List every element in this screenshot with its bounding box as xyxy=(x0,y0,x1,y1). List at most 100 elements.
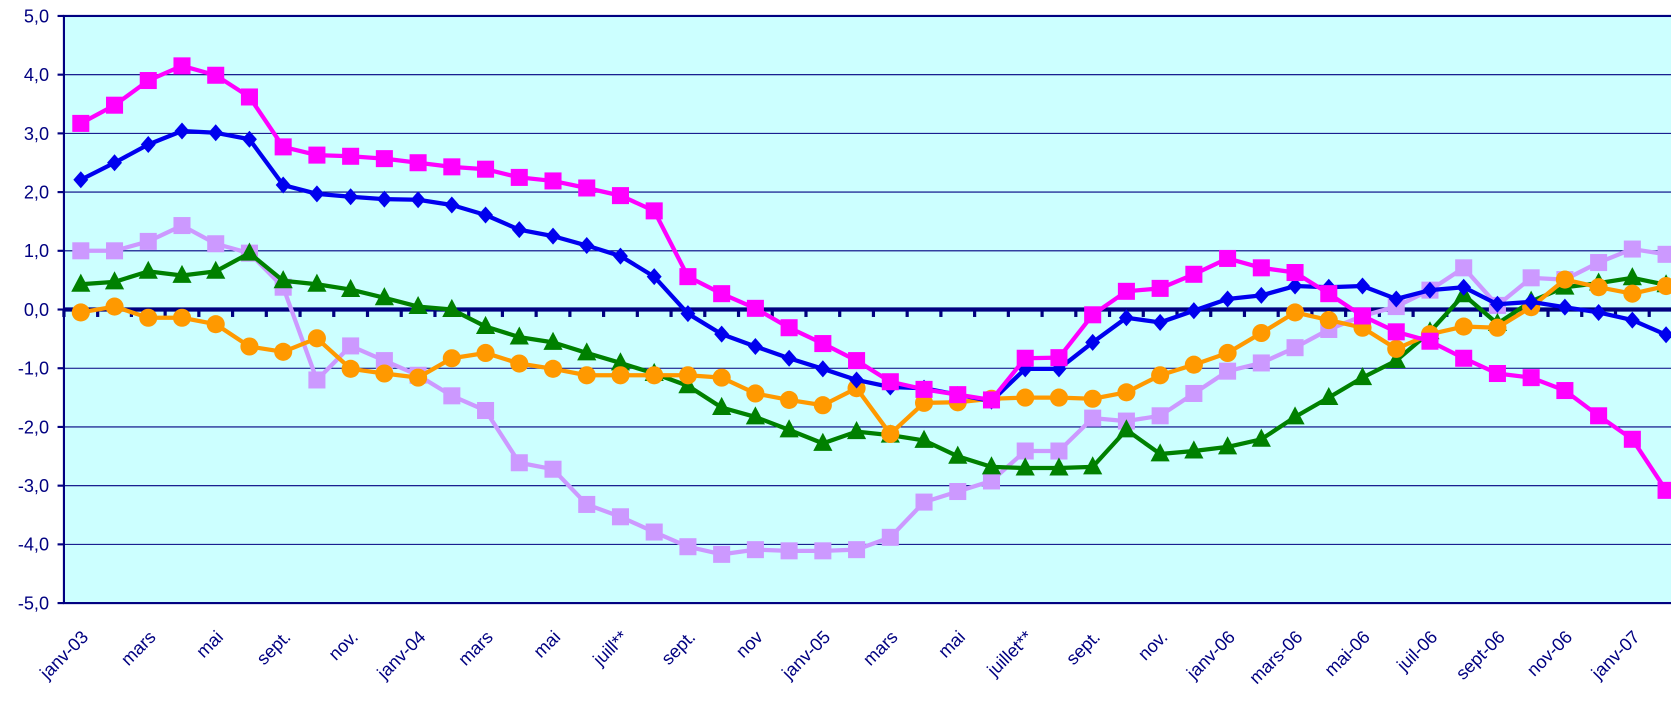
x-tick-label: mars xyxy=(454,627,497,670)
marker xyxy=(1150,443,1170,462)
marker xyxy=(545,227,561,245)
x-tick-label: nov xyxy=(732,627,767,662)
marker xyxy=(477,160,495,178)
marker xyxy=(645,366,664,385)
marker xyxy=(1489,295,1505,313)
marker xyxy=(1084,409,1102,427)
marker xyxy=(106,96,124,114)
marker xyxy=(610,352,631,371)
marker xyxy=(1219,362,1237,380)
marker xyxy=(1184,355,1203,374)
marker xyxy=(1522,269,1540,287)
marker xyxy=(409,368,428,387)
marker xyxy=(444,196,460,214)
marker xyxy=(376,190,392,208)
marker xyxy=(1657,276,1671,296)
marker xyxy=(981,456,1002,475)
marker xyxy=(342,147,360,165)
marker xyxy=(678,366,697,385)
marker xyxy=(611,187,629,205)
x-tick-label: mars xyxy=(859,627,902,670)
marker xyxy=(646,268,662,286)
x-tick-label: mars xyxy=(117,627,160,670)
marker xyxy=(307,329,326,348)
marker xyxy=(341,359,360,378)
marker xyxy=(308,146,326,164)
y-tick-label: 1,0 xyxy=(24,241,49,261)
marker xyxy=(307,273,327,292)
x-tick-label: nov. xyxy=(325,627,362,664)
marker xyxy=(577,342,597,361)
marker xyxy=(1151,279,1169,297)
marker xyxy=(613,247,628,265)
marker xyxy=(645,523,663,541)
y-tick-label: -2,0 xyxy=(18,417,49,437)
marker xyxy=(1352,366,1373,386)
marker xyxy=(813,396,832,415)
marker xyxy=(375,352,393,370)
marker xyxy=(813,432,833,451)
marker xyxy=(1287,277,1303,295)
marker xyxy=(814,335,832,353)
marker xyxy=(409,154,427,172)
x-tick-label: sept. xyxy=(253,627,295,669)
marker xyxy=(949,386,967,404)
marker xyxy=(106,242,124,260)
marker xyxy=(1387,339,1406,358)
marker xyxy=(746,541,764,559)
x-tick-label: juil-06 xyxy=(1392,627,1441,676)
x-tick-label: janv-06 xyxy=(1182,627,1239,684)
x-tick-label: mai xyxy=(192,627,227,662)
marker xyxy=(712,368,731,387)
marker xyxy=(1083,456,1103,475)
marker xyxy=(982,391,1001,409)
marker xyxy=(240,337,259,356)
marker xyxy=(1049,388,1069,407)
marker xyxy=(746,384,765,403)
marker xyxy=(476,343,495,363)
marker xyxy=(172,264,192,283)
marker xyxy=(107,154,122,172)
marker xyxy=(1623,240,1641,258)
marker xyxy=(71,273,91,292)
marker xyxy=(849,371,865,389)
marker xyxy=(1623,284,1642,303)
marker xyxy=(1456,278,1472,296)
marker xyxy=(1589,278,1608,297)
marker xyxy=(273,270,293,289)
marker xyxy=(342,337,360,355)
marker xyxy=(1219,249,1237,267)
marker xyxy=(477,401,495,420)
marker xyxy=(679,538,697,556)
marker xyxy=(206,260,226,279)
marker xyxy=(510,168,528,186)
marker xyxy=(1658,326,1671,344)
marker xyxy=(1218,436,1238,455)
x-tick-label: juillet** xyxy=(983,627,1037,681)
marker xyxy=(713,285,731,303)
marker xyxy=(1286,264,1304,282)
marker xyxy=(1220,290,1236,308)
marker xyxy=(1050,442,1068,460)
marker xyxy=(1151,407,1169,425)
marker xyxy=(1590,407,1608,425)
marker xyxy=(1657,245,1671,263)
marker xyxy=(1016,442,1034,460)
marker xyxy=(1421,332,1439,350)
marker xyxy=(274,138,292,156)
marker xyxy=(104,271,125,290)
marker xyxy=(611,366,630,385)
marker xyxy=(1319,386,1339,406)
marker xyxy=(443,158,461,176)
marker xyxy=(1049,457,1069,476)
marker xyxy=(848,352,866,370)
marker xyxy=(611,508,629,526)
marker xyxy=(207,235,225,253)
marker xyxy=(745,406,765,425)
marker xyxy=(475,315,496,334)
marker xyxy=(1590,254,1608,272)
marker xyxy=(408,295,428,315)
marker xyxy=(206,315,225,334)
marker xyxy=(948,445,968,464)
